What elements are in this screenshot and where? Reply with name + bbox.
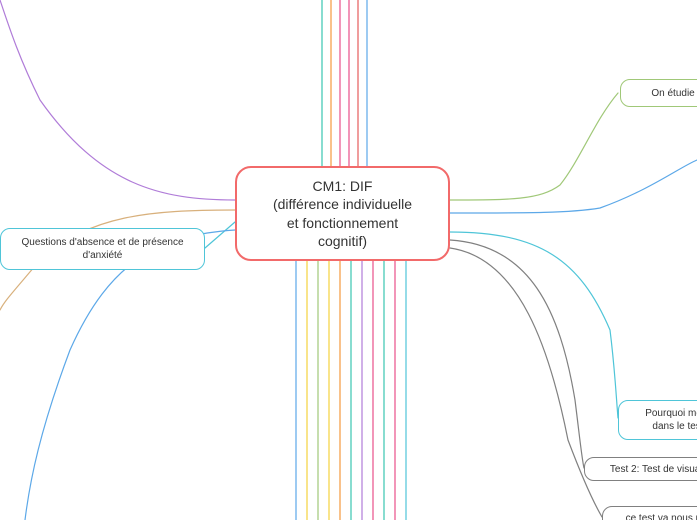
central-node-text: CM1: DIF (différence individuelle et fon… <box>273 177 412 250</box>
node-cetest[interactable]: ce test va nous permettre <box>602 506 697 520</box>
node-pourquoi-text: Pourquoi mettr dans le test <box>645 407 697 433</box>
node-test2[interactable]: Test 2: Test de visualisat <box>584 457 697 481</box>
node-test2-text: Test 2: Test de visualisat <box>610 463 697 476</box>
node-anxiety[interactable]: Questions d'absence et de présence d'anx… <box>0 228 205 270</box>
central-node[interactable]: CM1: DIF (différence individuelle et fon… <box>235 166 450 261</box>
node-anxiety-text: Questions d'absence et de présence d'anx… <box>21 236 183 262</box>
node-etudie[interactable]: On étudie de <box>620 79 697 107</box>
node-etudie-text: On étudie de <box>651 87 697 100</box>
node-pourquoi[interactable]: Pourquoi mettr dans le test <box>618 400 697 440</box>
node-cetest-text: ce test va nous permettre <box>626 512 697 520</box>
